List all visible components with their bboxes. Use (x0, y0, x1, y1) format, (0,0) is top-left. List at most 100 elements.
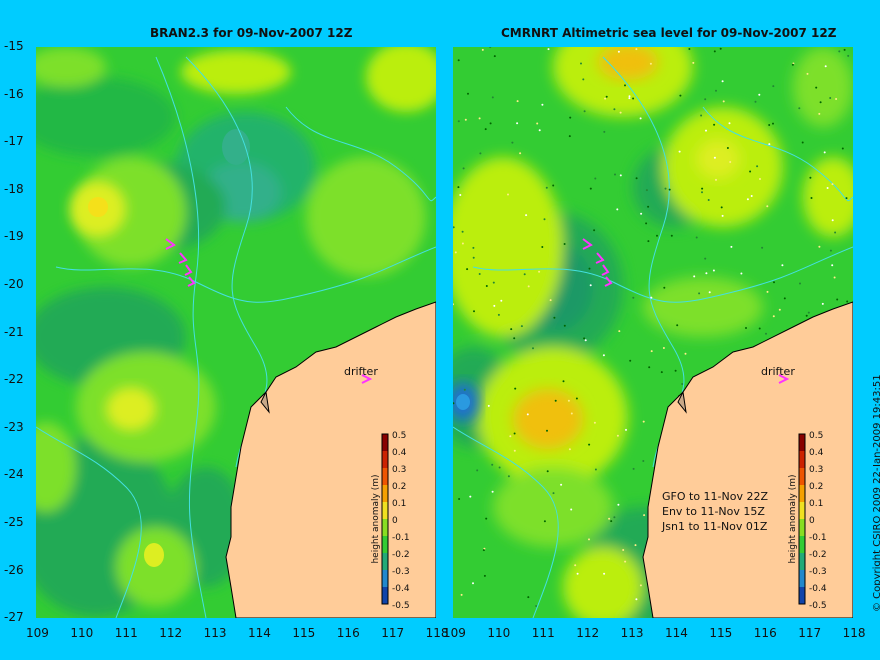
colorbar-segment (382, 519, 388, 537)
track-point (740, 272, 743, 275)
track-point (679, 94, 682, 97)
sea-anomaly-zone (88, 197, 108, 217)
track-point (472, 246, 475, 249)
track-point (818, 245, 821, 248)
track-point (632, 467, 635, 470)
track-point (778, 308, 781, 311)
track-point (728, 122, 731, 125)
sea-anomaly-zone (36, 77, 176, 157)
track-point (705, 129, 707, 132)
track-point (632, 296, 635, 299)
track-point (507, 193, 509, 196)
track-point (831, 264, 834, 267)
drifter-arrow (361, 374, 373, 384)
track-point (473, 310, 475, 313)
x-tick-label: 117 (798, 626, 822, 640)
track-point (798, 107, 801, 110)
colorbar-tick-label: 0.4 (809, 448, 824, 458)
track-point (701, 191, 703, 194)
sea-anomaly-zone (513, 389, 583, 449)
track-point (483, 574, 486, 577)
track-point (650, 350, 653, 353)
colorbar-tick-label: -0.1 (392, 533, 410, 543)
track-point (700, 114, 703, 117)
track-point (754, 100, 757, 103)
track-point (616, 434, 619, 437)
track-point (580, 62, 582, 65)
colorbar-segment (799, 519, 805, 537)
x-tick-label: 110 (487, 626, 511, 640)
track-point (726, 147, 729, 149)
colorbar-segment (382, 451, 388, 469)
track-point (647, 240, 650, 243)
bathymetry-contour (155, 56, 207, 618)
track-point (761, 246, 764, 249)
track-point (807, 311, 810, 314)
track-point (513, 449, 516, 452)
bathymetry-contour (55, 246, 436, 303)
track-point (535, 605, 538, 607)
track-point (507, 475, 510, 478)
track-point (643, 514, 646, 517)
drifter-arrow (178, 252, 188, 264)
satellite-track-line: Env to 11-Nov 15Z (662, 505, 765, 518)
colorbar-segment (799, 536, 805, 554)
track-point (469, 495, 472, 498)
track-point (648, 366, 651, 369)
track-point (567, 399, 570, 402)
drifter-arrow (604, 276, 613, 287)
track-point (511, 141, 514, 144)
colorbar-label: height anomaly (m) (788, 474, 798, 563)
track-point (695, 236, 698, 239)
track-point (484, 128, 487, 131)
track-point (603, 130, 606, 133)
track-point (617, 503, 620, 506)
track-point (525, 214, 528, 217)
track-point (459, 194, 462, 196)
track-point (467, 92, 469, 95)
y-tick-label: -20 (4, 277, 24, 291)
track-point (513, 432, 516, 435)
track-point (745, 327, 747, 329)
track-point (632, 97, 635, 100)
track-point (588, 267, 591, 270)
x-tick-label: 114 (248, 626, 271, 640)
track-point (549, 299, 552, 302)
track-point (589, 187, 592, 190)
track-point (500, 299, 503, 302)
track-point (457, 120, 460, 123)
bathymetry-contour (472, 246, 853, 303)
track-point (583, 337, 586, 340)
x-tick-label: 114 (665, 626, 688, 640)
track-point (712, 269, 715, 272)
bathymetry-contour (453, 426, 559, 618)
track-point (462, 167, 465, 170)
track-point (758, 93, 761, 96)
drifter-track (582, 238, 790, 384)
track-point (453, 402, 455, 405)
track-point (834, 231, 837, 234)
track-point (532, 347, 534, 350)
colorbar-tick-label: 0.3 (809, 465, 823, 475)
colorbar-tick-label: -0.5 (809, 601, 827, 611)
track-point (498, 466, 501, 469)
track-point (628, 95, 631, 98)
track-point (698, 292, 701, 295)
track-point (510, 328, 513, 331)
track-point (824, 65, 827, 68)
track-point (645, 189, 648, 192)
colorbar-tick-label: 0.2 (809, 482, 823, 492)
colorbar-segment (382, 502, 388, 520)
track-point (560, 483, 563, 486)
track-point (479, 152, 482, 155)
track-point (547, 48, 550, 51)
track-point (823, 151, 826, 154)
track-point (746, 198, 749, 201)
left-map: drifter 0.5 0.4 0.3 0.2 0.1 0 -0.1 -0.2 -0.3 -0.4… (36, 47, 436, 618)
track-point (640, 212, 643, 215)
track-point (649, 62, 652, 65)
track-point (841, 147, 844, 150)
track-point (453, 226, 455, 229)
colorbar: 0.5 0.4 0.3 0.2 0.1 0 -0.1 -0.2 -0.3 -0.4 -0.5 heig… (788, 431, 827, 611)
drifter-arrow (601, 264, 610, 276)
